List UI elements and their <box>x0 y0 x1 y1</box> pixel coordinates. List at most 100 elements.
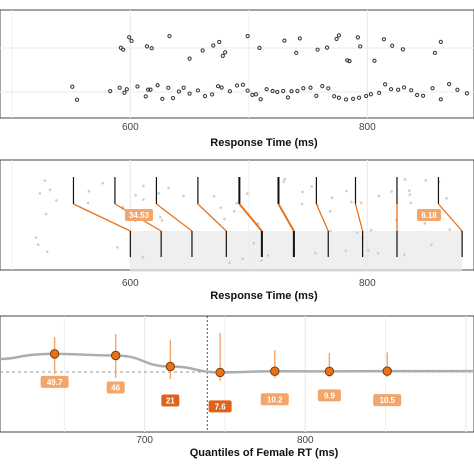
panel-2-annotation-left: 34.53 <box>125 209 153 221</box>
panel-1-point <box>160 96 165 101</box>
panel-3: 49.7 46 21 7.6 10.2 9.9 10.5 700 800 Quantiles… <box>0 315 474 459</box>
panel-2-bg-point <box>48 188 52 192</box>
panel-1-point <box>122 90 127 95</box>
panel-1-point <box>166 85 171 90</box>
panel-1-point <box>464 91 469 96</box>
panel-2-bg-point <box>403 178 407 181</box>
panel-1-point <box>143 94 148 99</box>
panel-1-point <box>148 87 153 92</box>
panel-1-point <box>223 50 228 55</box>
panel-1-point <box>368 92 374 97</box>
panel-1-grid <box>0 10 474 118</box>
panel-1-point <box>245 34 250 39</box>
panel-3-point <box>215 367 225 378</box>
panel-2-tick-600: 600 <box>122 278 139 289</box>
panel-1-point <box>381 37 387 42</box>
panel-1-point <box>219 85 224 90</box>
panel-1-point <box>187 91 192 96</box>
panel-1-point <box>388 87 394 92</box>
panel-1-point <box>234 83 240 88</box>
panel-1-point <box>167 34 172 39</box>
panel-3-label-text: 10.2 <box>267 395 283 404</box>
panel-2-bg-point <box>235 201 238 205</box>
panel-2-bg-point <box>43 179 47 182</box>
panel-1-point <box>295 88 300 94</box>
panel-1-point <box>176 89 182 94</box>
panel-2-bg-point <box>424 178 428 182</box>
panel-3-frame <box>0 315 474 433</box>
panel-1-point <box>181 85 186 90</box>
panel-2-bg-point <box>430 243 433 247</box>
panel-2-bg-point <box>241 257 244 260</box>
panel-1-points <box>70 33 469 102</box>
panel-2-bg-point <box>367 249 370 252</box>
panel-1-point <box>415 92 420 98</box>
panel-2-bg-point <box>38 192 42 195</box>
panel-2-bg-point <box>423 222 427 225</box>
panel-3-label-text: 7.6 <box>215 402 227 411</box>
panel-1-point <box>401 85 407 90</box>
panel-2-bg-point <box>445 196 448 200</box>
panel-1-point <box>210 92 215 97</box>
panel-1-point <box>351 96 356 101</box>
panel-1-point <box>326 86 331 91</box>
panel-1-point <box>127 35 132 40</box>
panel-3-tick-800: 800 <box>297 435 314 446</box>
panel-1-point <box>400 47 405 52</box>
panel-1-point <box>314 93 319 98</box>
panel-1-point <box>289 89 294 94</box>
panel-3-value-labels: 49.7 46 21 7.6 10.2 9.9 10.5 <box>40 375 402 413</box>
panel-2-bg-point <box>344 249 347 253</box>
panel-2: 34.53 6.18 600 800 Response Time (ms) <box>0 159 474 302</box>
panel-3-label-text: 10.5 <box>379 396 395 405</box>
panel-1-point <box>308 85 313 90</box>
panel-1-point <box>155 83 160 88</box>
panel-1-point <box>320 84 325 89</box>
panel-2-bg-point <box>310 185 314 188</box>
panel-1-point <box>264 87 269 92</box>
panel-2-bg-point <box>87 189 91 193</box>
panel-1-point <box>129 38 134 43</box>
annotation-label-left: 34.53 <box>129 211 150 220</box>
panel-1-point <box>258 97 263 102</box>
panel-2-bg-point <box>223 217 226 221</box>
panel-3-label-badge <box>106 381 125 394</box>
panel-2-connector <box>354 203 364 232</box>
panel-3-label-badge <box>317 389 341 402</box>
panel-1-point <box>383 82 388 87</box>
panel-2-bg-point <box>359 201 363 205</box>
panel-1-point <box>124 87 129 92</box>
panel-1-point <box>200 48 205 53</box>
panel-2-connector <box>238 203 263 232</box>
panel-3-label-text: 21 <box>166 397 175 406</box>
panel-1-point <box>202 94 208 99</box>
panel-2-connector <box>197 203 227 232</box>
panel-1-point <box>372 58 377 63</box>
panel-1-point <box>336 33 342 38</box>
panel-2-bg-point <box>141 255 145 259</box>
panel-2-decile-marks <box>72 177 463 257</box>
panel-1-point <box>195 88 200 93</box>
panel-2-bg-point <box>408 189 411 192</box>
panel-1-point <box>430 86 435 91</box>
panel-3-label-badge <box>208 400 232 413</box>
panel-2-bg-point <box>44 212 48 216</box>
panel-1-point <box>257 45 262 51</box>
panel-2-bg-point <box>45 250 49 254</box>
panel-2-bg-point <box>232 209 236 213</box>
panel-3-label-text: 46 <box>111 384 120 393</box>
panel-1-point <box>409 88 414 93</box>
panel-1-point <box>336 95 342 100</box>
panel-1-point <box>332 94 337 99</box>
panel-1-point <box>438 97 443 102</box>
panel-2-bg-point <box>116 246 119 249</box>
panel-2-bg-point <box>283 177 286 181</box>
panel-2-annotation-right: 6.18 <box>417 209 441 221</box>
panel-1-point <box>211 43 216 48</box>
panel-1-point <box>356 95 362 100</box>
panel-3-point <box>165 361 176 372</box>
panel-2-x-axis-title: Response Time (ms) <box>210 290 318 302</box>
panel-1-point <box>315 47 320 52</box>
panel-2-bg-point <box>158 215 162 219</box>
